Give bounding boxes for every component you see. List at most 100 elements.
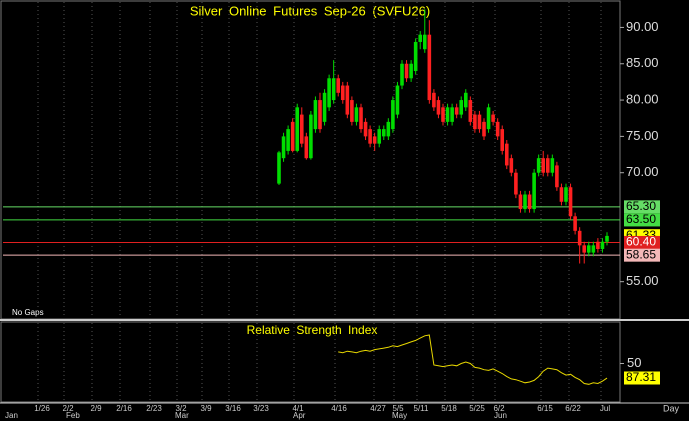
candle-body	[395, 85, 400, 115]
candle-body	[477, 114, 482, 130]
candle-body	[345, 85, 350, 115]
candle-body	[450, 107, 454, 122]
level-label-box	[624, 235, 660, 249]
level-label: 60.40	[626, 235, 656, 249]
candle-body	[350, 100, 354, 122]
rsi-value-label: 87.31	[626, 370, 656, 384]
candle-body	[381, 129, 386, 137]
candle-body	[555, 165, 559, 188]
candle-body	[559, 187, 564, 202]
candle-body	[422, 34, 427, 50]
y-tick-label: 85.00	[626, 55, 659, 70]
candle-body	[322, 92, 327, 122]
candle-body	[482, 121, 486, 137]
y-tick-label: 70.00	[626, 164, 659, 179]
candle-body	[441, 107, 445, 122]
candle-body	[541, 158, 546, 173]
level-label-box	[624, 200, 660, 214]
month-label: Mar	[175, 411, 189, 420]
rsi-value-box	[624, 371, 660, 385]
candle-body	[281, 136, 286, 159]
week-label: 5/5	[392, 404, 404, 413]
candle-body	[445, 107, 450, 122]
y-tick-label: 55.00	[626, 273, 659, 288]
candle-body	[354, 107, 359, 122]
candle-body	[377, 129, 382, 144]
candle-body	[586, 245, 591, 253]
week-label: 6/15	[537, 404, 553, 413]
candle-body	[404, 63, 409, 79]
candle-body	[309, 114, 313, 159]
candle-body	[463, 92, 468, 108]
candle-body	[368, 129, 372, 144]
candle-body	[550, 158, 555, 173]
candle-body	[500, 129, 505, 151]
candle-body	[409, 63, 413, 79]
candle-body	[277, 152, 281, 184]
candle-body	[523, 194, 527, 210]
y-tick-label: 80.00	[626, 92, 659, 107]
week-label: 4/1	[292, 404, 304, 413]
week-label: 3/16	[225, 404, 241, 413]
level-label: 58.65	[626, 247, 656, 261]
candle-body	[386, 121, 391, 137]
candle-body	[536, 158, 541, 173]
month-label: May	[392, 411, 407, 420]
candle-body	[459, 100, 464, 115]
candle-body	[318, 100, 322, 130]
level-label-box	[624, 248, 660, 262]
week-label: 4/16	[331, 404, 347, 413]
week-label: 2/2	[62, 404, 74, 413]
candle-body	[295, 107, 300, 151]
candle-body	[286, 129, 290, 151]
candle-body	[486, 107, 491, 130]
month-label: Feb	[66, 411, 80, 420]
month-label: Jan	[5, 411, 18, 420]
candle-body	[454, 107, 459, 115]
x-unit: Day	[663, 403, 680, 413]
chart-title: Silver Online Futures Sep-26 (SVFU26)	[190, 3, 430, 18]
week-label: 3/9	[200, 404, 212, 413]
candle-body	[418, 34, 423, 42]
no-gaps-note: No Gaps	[12, 308, 44, 317]
rsi-title: Relative Strength Index	[247, 323, 378, 337]
candle-body	[564, 187, 568, 202]
level-label: 63.50	[626, 212, 656, 226]
candle-body	[577, 230, 582, 246]
y-tick-label: 75.00	[626, 128, 659, 143]
candle-body	[582, 245, 587, 253]
week-label: 1/26	[34, 404, 50, 413]
week-label: 3/2	[175, 404, 187, 413]
candle-body	[391, 100, 395, 130]
candle-body	[432, 92, 436, 108]
candle-body	[573, 216, 577, 231]
candle-body	[495, 121, 500, 137]
level-label: 65.30	[626, 199, 656, 213]
week-label: 5/11	[414, 404, 430, 413]
rsi-line	[338, 334, 608, 385]
week-label: 2/23	[146, 404, 162, 413]
candle-body	[436, 100, 441, 115]
candle-body	[336, 78, 341, 93]
candle-body	[372, 136, 377, 144]
candle-body	[600, 241, 605, 249]
candle-body	[591, 245, 596, 253]
main-frame	[0, 0, 621, 320]
rsi-frame	[0, 321, 621, 403]
candle-body	[473, 114, 477, 130]
candle-body	[596, 241, 600, 249]
candle-body	[504, 143, 509, 166]
candle-body	[313, 100, 318, 130]
week-label: 5/25	[469, 404, 485, 413]
week-label: 2/9	[90, 404, 102, 413]
y-tick-label: 90.00	[626, 19, 659, 34]
candle-body	[359, 107, 363, 130]
week-label: 2/16	[116, 404, 132, 413]
candle-body	[605, 235, 609, 242]
candle-body	[427, 34, 432, 101]
week-label: 6/22	[565, 404, 581, 413]
y-tick-label: 50	[627, 355, 641, 370]
candle-body	[568, 187, 573, 217]
candle-body	[304, 136, 309, 159]
